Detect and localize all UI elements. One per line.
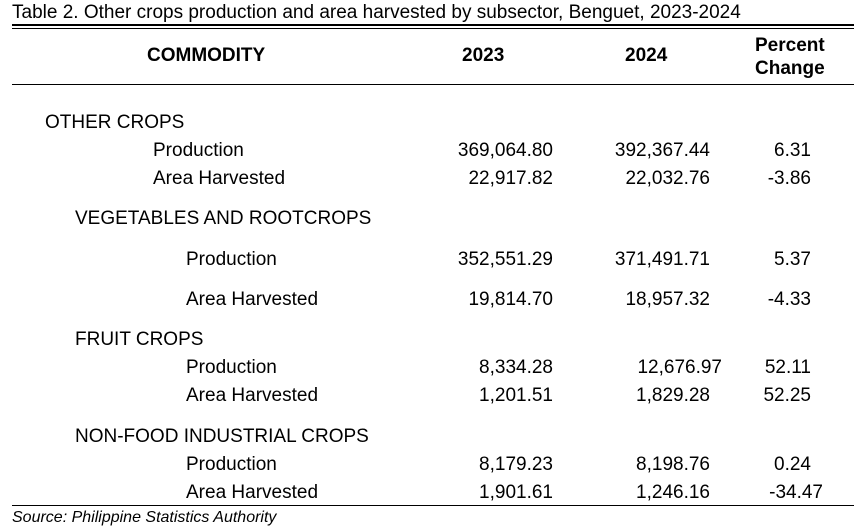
- cell-percent: 5.37: [774, 249, 811, 270]
- row-label: Area Harvested: [186, 482, 319, 503]
- section-title-non-food: NON-FOOD INDUSTRIAL CROPS: [75, 426, 369, 447]
- cell-2023: 1,901.61: [479, 482, 553, 503]
- cell-percent: -4.33: [767, 289, 811, 310]
- top-rule-thick: [12, 24, 854, 26]
- cell-2023: 352,551.29: [457, 249, 553, 270]
- cell-2024: 8,198.76: [636, 454, 710, 475]
- cell-percent: 6.31: [774, 140, 811, 161]
- row-label: Production: [186, 357, 277, 378]
- header-rule: [12, 84, 854, 85]
- row-label: Area Harvested: [153, 168, 286, 189]
- cell-2023: 1,201.51: [479, 385, 553, 406]
- cell-2023: 8,179.23: [479, 454, 553, 475]
- cell-2023: 8,334.28: [479, 357, 553, 378]
- header-percent: Percent: [755, 35, 825, 56]
- section-title-other-crops: OTHER CROPS: [45, 112, 185, 133]
- top-rule-thin: [12, 28, 854, 29]
- cell-percent: 52.11: [764, 357, 811, 378]
- cell-percent: -3.86: [767, 168, 811, 189]
- cell-2023: 369,064.80: [457, 140, 553, 161]
- cell-2024: 1,829.28: [636, 385, 710, 406]
- cell-2024: 12,676.97: [637, 357, 722, 378]
- cell-2024: 22,032.76: [625, 168, 710, 189]
- section-title-vegetables: VEGETABLES AND ROOTCROPS: [75, 208, 372, 229]
- section-title-fruit-crops: FRUIT CROPS: [75, 329, 204, 350]
- row-label: Production: [153, 140, 244, 161]
- cell-2024: 371,491.71: [614, 249, 710, 270]
- source-note: Source: Philippine Statistics Authority: [12, 509, 277, 526]
- cell-2023: 22,917.82: [468, 168, 553, 189]
- header-2023: 2023: [462, 45, 505, 66]
- table-caption: Table 2. Other crops production and area…: [12, 2, 741, 23]
- row-label: Area Harvested: [186, 289, 319, 310]
- cell-2023: 19,814.70: [468, 289, 553, 310]
- header-2024: 2024: [625, 45, 668, 66]
- bottom-rule: [12, 505, 854, 506]
- cell-percent: 0.24: [774, 454, 811, 475]
- cell-percent: -34.47: [769, 482, 823, 503]
- row-label: Production: [186, 249, 277, 270]
- cell-percent: 52.25: [763, 385, 811, 406]
- row-label: Area Harvested: [186, 385, 319, 406]
- cell-2024: 392,367.44: [614, 140, 710, 161]
- header-commodity: COMMODITY: [147, 45, 266, 66]
- row-label: Production: [186, 454, 277, 475]
- header-change: Change: [755, 58, 825, 79]
- cell-2024: 18,957.32: [625, 289, 710, 310]
- cell-2024: 1,246.16: [636, 482, 710, 503]
